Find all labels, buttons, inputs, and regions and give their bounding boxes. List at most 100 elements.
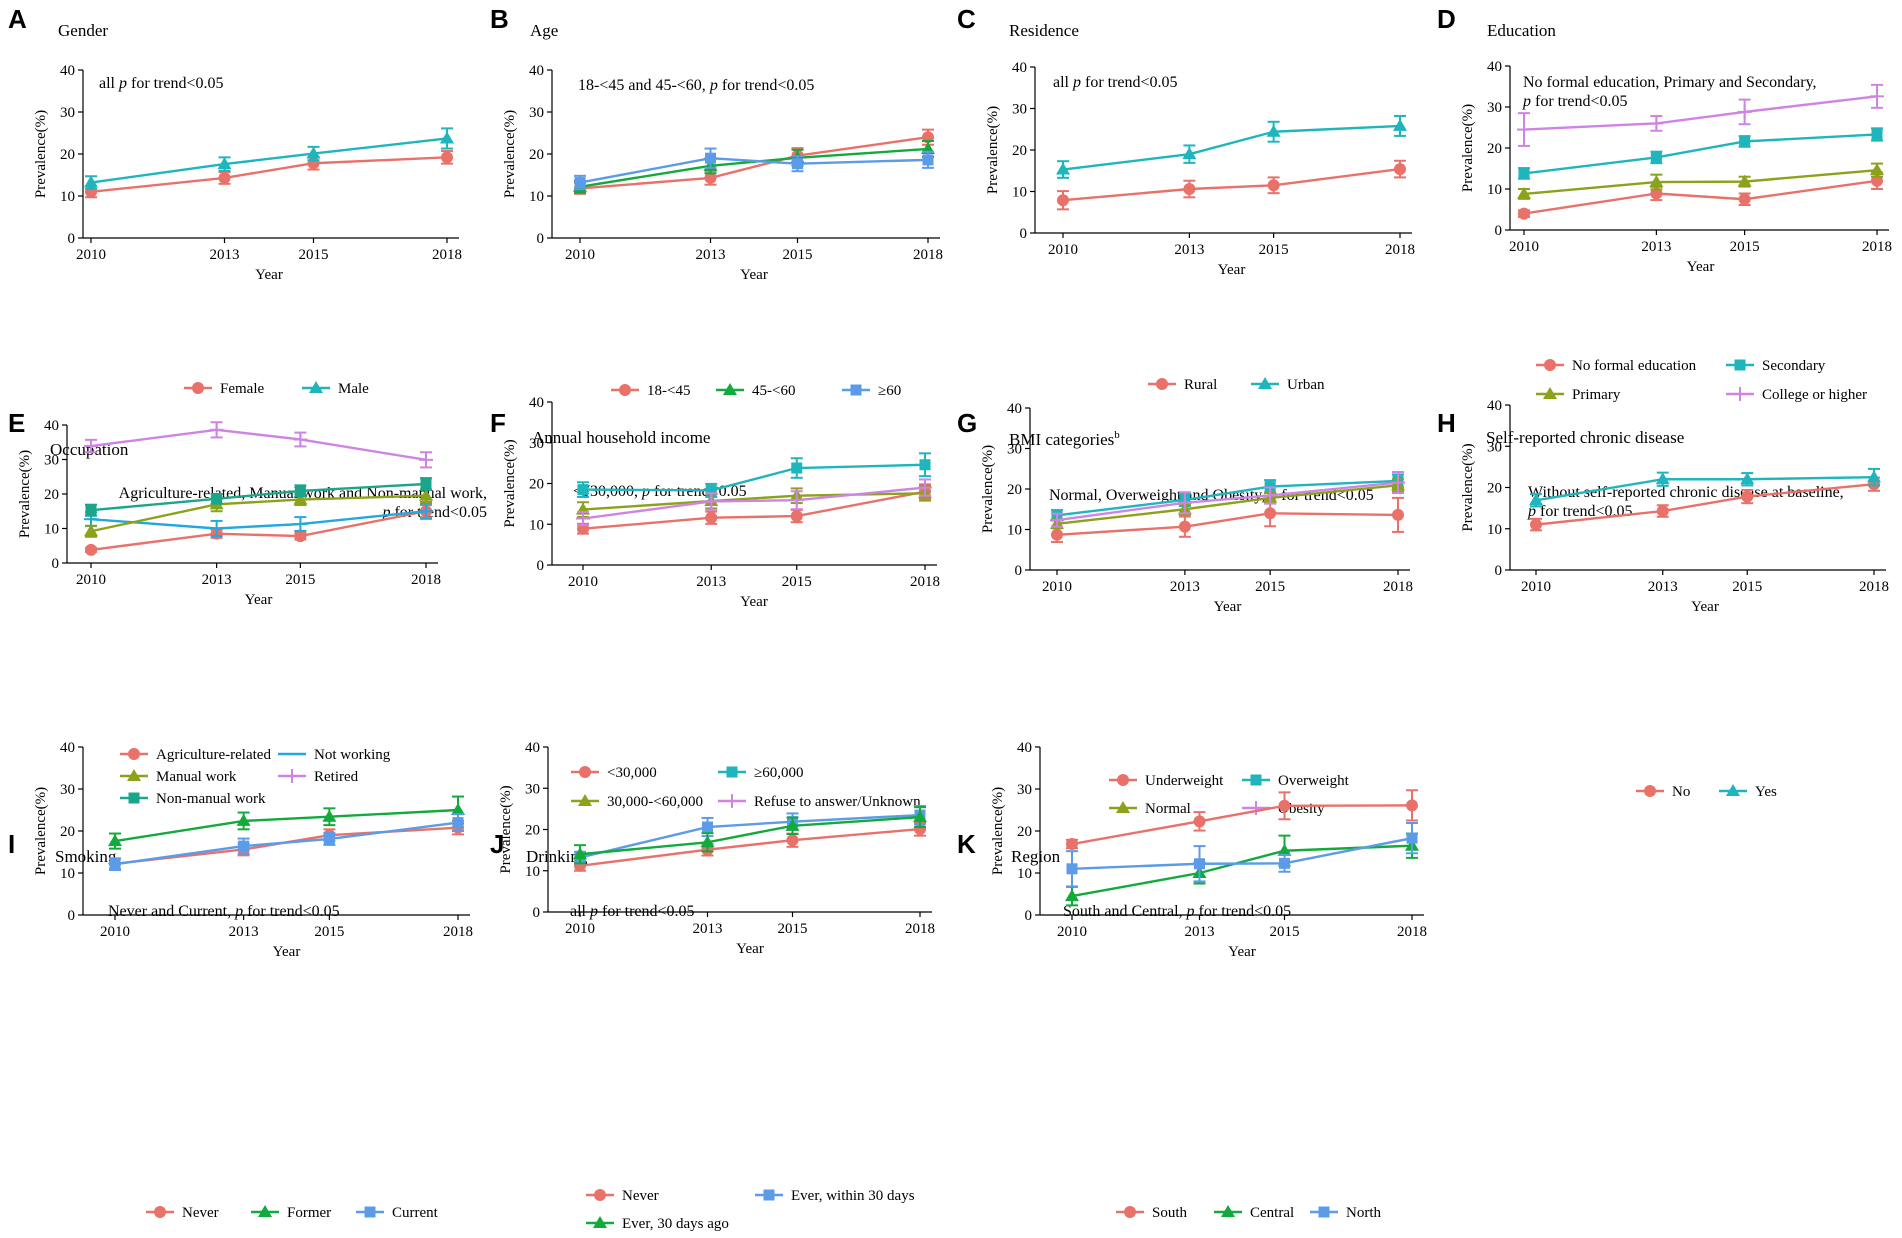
legend-label: 45-<60 — [752, 383, 795, 399]
legend-item-45-60: 45-<60 — [716, 383, 795, 399]
legend-item-underweight: Underweight — [1109, 773, 1224, 789]
panel-note: South and Central, p for trend<0.05 — [1063, 903, 1291, 920]
y-tick-label: 30 — [1012, 102, 1027, 118]
series-urban — [1056, 114, 1407, 179]
data-point — [1530, 518, 1542, 531]
series-line — [1523, 179, 1878, 215]
data-point — [452, 817, 464, 829]
x-tick-label: 2015 — [314, 924, 344, 940]
data-point — [293, 432, 308, 447]
data-point — [1050, 513, 1064, 528]
legend-marker — [1117, 774, 1129, 786]
legend-label: Manual work — [156, 769, 237, 785]
y-tick-label: 0 — [1015, 563, 1023, 579]
series-former — [108, 795, 465, 850]
legend-label: North — [1346, 1205, 1381, 1221]
data-point — [913, 810, 927, 823]
y-tick-label: 30 — [60, 105, 75, 121]
legend-marker — [128, 792, 140, 804]
y-tick-label: 30 — [1487, 439, 1502, 455]
y-tick-label: 20 — [1487, 481, 1502, 497]
y-tick-label: 40 — [1487, 398, 1502, 414]
y-axis-label: Prevalence(%) — [985, 106, 1001, 194]
data-point — [1392, 508, 1404, 521]
series-secondary — [1518, 127, 1883, 180]
panel-letter: H — [1437, 408, 1456, 438]
legend: South Central North — [1116, 1205, 1381, 1221]
data-point — [306, 146, 321, 159]
legend-label: Rural — [1184, 377, 1217, 393]
data-point — [238, 840, 250, 852]
legend-marker — [154, 1206, 166, 1218]
legend-item-manual-work: Manual work — [120, 769, 237, 785]
legend-item-no: No — [1636, 784, 1690, 800]
legend-marker — [1124, 1206, 1136, 1218]
legend-label: Former — [287, 1205, 331, 1221]
data-point — [419, 452, 433, 467]
x-axis-label: Year — [273, 944, 301, 960]
legend-marker — [1318, 1206, 1330, 1218]
x-tick-label: 2015 — [782, 574, 812, 590]
data-point — [85, 504, 97, 516]
data-point — [1740, 472, 1755, 485]
x-tick-label: 2018 — [913, 247, 943, 263]
y-tick-label: 10 — [1017, 866, 1032, 882]
legend: <30,000 ≥60,000 30,000-<60,000 Refuse to an… — [571, 765, 921, 810]
data-point — [790, 510, 803, 523]
panel-note: Never and Current, p for trend<0.05 — [108, 903, 340, 920]
y-axis-label: Prevalence(%) — [502, 110, 518, 198]
data-point — [1177, 495, 1192, 510]
y-tick-label: 40 — [1017, 740, 1032, 756]
y-tick-label: 0 — [533, 905, 541, 921]
data-point — [1650, 151, 1662, 163]
legend-label: 18-<45 — [647, 383, 690, 399]
panel-letter: C — [957, 4, 976, 34]
legend-marker — [578, 794, 592, 806]
series-line — [579, 815, 921, 856]
legend: Never Ever, within 30 days Ever, 30 days a… — [586, 1188, 915, 1232]
legend-item-college-or-higher: College or higher — [1726, 387, 1867, 403]
y-tick-label: 30 — [529, 436, 544, 452]
y-tick-label: 10 — [60, 189, 75, 205]
series-obesity — [1050, 470, 1405, 528]
data-point — [1277, 843, 1292, 856]
panel-note: all p for trend<0.05 — [1053, 74, 1178, 91]
panel-letter: J — [490, 829, 504, 859]
y-tick-label: 20 — [1487, 141, 1502, 157]
data-point — [1051, 528, 1063, 541]
y-axis-label: Prevalence(%) — [980, 445, 996, 533]
y-axis-label: Prevalence(%) — [33, 110, 49, 198]
data-point — [1182, 147, 1197, 160]
legend-marker — [364, 1206, 376, 1218]
data-point — [786, 834, 799, 847]
data-point — [85, 543, 97, 556]
legend-item-agriculture-related: Agriculture-related — [120, 747, 271, 763]
x-axis-label: Year — [1214, 599, 1242, 615]
panel-gender: A Gender 0 10 20 30 40 2010 2013 2015 2018 Year Prev… — [8, 4, 462, 397]
legend-marker — [725, 794, 739, 808]
legend-item-male: Male — [302, 381, 369, 397]
data-point — [705, 511, 718, 524]
legend-item-30-000-60-000: 30,000-<60,000 — [571, 794, 703, 810]
series-line — [1056, 481, 1399, 522]
legend-label: Not working — [314, 747, 391, 763]
data-point — [1656, 505, 1669, 518]
x-tick-label: 2018 — [910, 574, 940, 590]
legend-marker — [850, 384, 862, 396]
x-tick-label: 2010 — [568, 574, 598, 590]
legend-marker — [1249, 801, 1263, 815]
legend-label: Retired — [314, 769, 359, 785]
x-tick-label: 2018 — [1397, 924, 1427, 940]
panel-note: 18-<45 and 45-<60, p for trend<0.05 — [578, 77, 814, 94]
legend-marker — [1734, 359, 1746, 371]
x-tick-label: 2013 — [1170, 579, 1200, 595]
y-tick-label: 10 — [1007, 523, 1022, 539]
x-tick-label: 2010 — [1509, 239, 1539, 255]
data-point — [1056, 162, 1070, 175]
series-college-or-higher — [1517, 83, 1884, 147]
legend-label: Central — [1250, 1205, 1294, 1221]
legend-label: Normal — [1145, 801, 1191, 817]
panel-drinking: J Drinking 0 10 20 30 40 2010 2013 2015 2018 Year Pr… — [490, 740, 935, 1232]
legend-label: No — [1672, 784, 1690, 800]
